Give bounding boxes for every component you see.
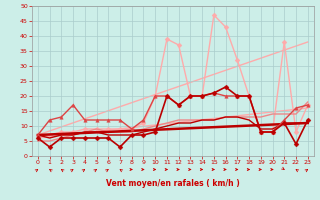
X-axis label: Vent moyen/en rafales ( km/h ): Vent moyen/en rafales ( km/h ) — [106, 179, 240, 188]
